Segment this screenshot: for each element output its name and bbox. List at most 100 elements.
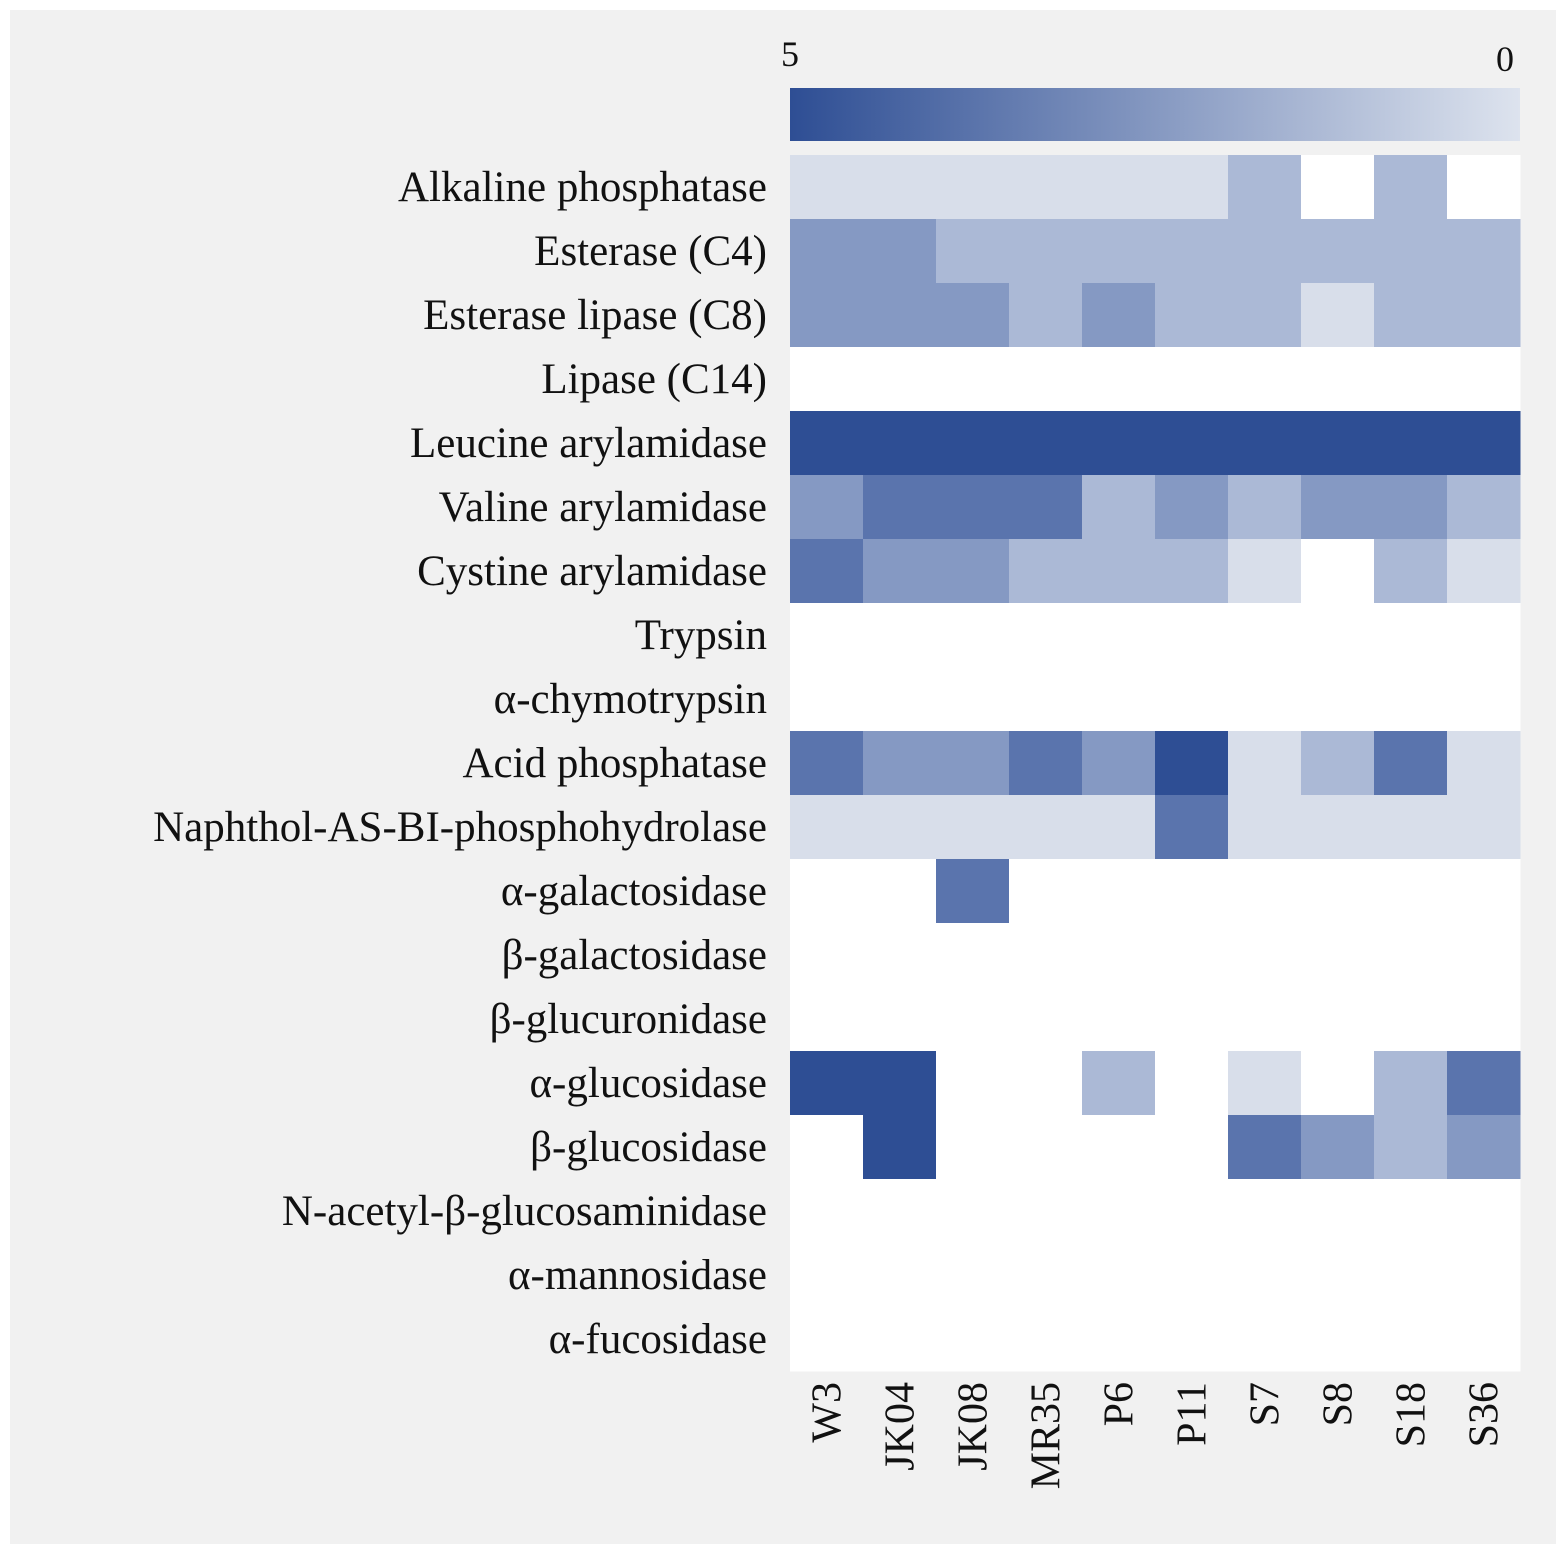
heatmap-cell <box>790 219 864 284</box>
heatmap-cell <box>1155 283 1229 348</box>
heatmap-cell <box>863 475 937 540</box>
row-label: α-galactosidase <box>501 868 767 915</box>
heatmap-cell <box>936 347 1010 412</box>
column-label: P11 <box>1170 1382 1216 1446</box>
heatmap-cell <box>1009 1115 1083 1180</box>
heatmap-cell <box>1301 347 1375 412</box>
heatmap-cell <box>863 1179 937 1244</box>
row-label: β-glucosidase <box>530 1124 767 1171</box>
heatmap-cell <box>1301 731 1375 796</box>
heatmap-cell <box>863 1307 937 1372</box>
heatmap-cell <box>1301 1115 1375 1180</box>
heatmap-cell <box>1374 1115 1448 1180</box>
heatmap-cell <box>1374 411 1448 476</box>
row-label: Lipase (C14) <box>541 356 767 403</box>
heatmap-cell <box>1374 1179 1448 1244</box>
heatmap-cell <box>863 603 937 668</box>
heatmap-cell <box>1155 1115 1229 1180</box>
heatmap-cell <box>1155 1307 1229 1372</box>
heatmap-cell <box>863 667 937 732</box>
column-label: S18 <box>1389 1382 1435 1447</box>
heatmap-cell <box>936 795 1010 860</box>
heatmap-cell <box>790 859 864 924</box>
colorbar: 5 0 <box>781 34 1520 141</box>
heatmap-cell <box>1228 539 1302 604</box>
row-label: α-glucosidase <box>530 1060 767 1107</box>
heatmap-cell <box>1374 283 1448 348</box>
heatmap-cell <box>1301 539 1375 604</box>
heatmap-cell <box>1082 283 1156 348</box>
row-label: Esterase lipase (C8) <box>423 292 767 339</box>
heatmap-cell <box>1155 411 1229 476</box>
heatmap-cell <box>1009 155 1083 220</box>
heatmap-cell <box>1374 219 1448 284</box>
heatmap-cell <box>1301 859 1375 924</box>
heatmap-cell <box>1301 1243 1375 1308</box>
heatmap-cell <box>1009 219 1083 284</box>
colorbar-min-label: 0 <box>1496 39 1514 79</box>
heatmap-cell <box>863 539 937 604</box>
row-label: Esterase (C4) <box>534 228 767 275</box>
heatmap-cell <box>863 859 937 924</box>
heatmap-cell <box>1155 219 1229 284</box>
heatmap-cell <box>1374 539 1448 604</box>
heatmap-cell <box>1155 155 1229 220</box>
heatmap-cell <box>1009 347 1083 412</box>
heatmap-cell <box>790 283 864 348</box>
heatmap-cell <box>936 667 1010 732</box>
heatmap-cell <box>1082 155 1156 220</box>
column-label: S7 <box>1243 1382 1289 1426</box>
heatmap-cell <box>936 859 1010 924</box>
heatmap-cell <box>1082 1307 1156 1372</box>
heatmap-cell <box>1447 987 1521 1052</box>
heatmap-cell <box>1155 1179 1229 1244</box>
heatmap-cell <box>1082 603 1156 668</box>
heatmap-cell <box>790 347 864 412</box>
heatmap-cell <box>1155 1051 1229 1116</box>
heatmap-cell <box>1009 795 1083 860</box>
heatmap-cell <box>1082 1115 1156 1180</box>
heatmap-cell <box>1082 219 1156 284</box>
heatmap-cell <box>1374 1243 1448 1308</box>
heatmap-cell <box>790 731 864 796</box>
heatmap-cell <box>790 795 864 860</box>
column-label: W3 <box>805 1382 851 1443</box>
heatmap-cell <box>1301 1051 1375 1116</box>
heatmap-cell <box>1301 987 1375 1052</box>
heatmap-cell <box>1155 923 1229 988</box>
heatmap-cell <box>1301 667 1375 732</box>
row-label: Acid phosphatase <box>462 740 767 787</box>
heatmap-cell <box>863 411 937 476</box>
heatmap-cell <box>1228 1243 1302 1308</box>
column-labels: W3 JK04 JK08 MR35 P6 P11 S7 S8 S18 S36 <box>805 1382 1508 1489</box>
heatmap-cell <box>1155 859 1229 924</box>
heatmap-cell <box>1082 987 1156 1052</box>
heatmap-cell <box>1082 795 1156 860</box>
heatmap-cell <box>1301 603 1375 668</box>
heatmap-cell <box>1228 859 1302 924</box>
heatmap-cell <box>1228 219 1302 284</box>
heatmap-cell <box>1082 347 1156 412</box>
heatmap-cell <box>1374 347 1448 412</box>
row-label: α-chymotrypsin <box>494 676 767 723</box>
row-label: Valine arylamidase <box>439 484 767 531</box>
heatmap-cell <box>1009 987 1083 1052</box>
heatmap-cell <box>936 923 1010 988</box>
row-label: Naphthol-AS-BI-phosphohydrolase <box>153 804 767 851</box>
row-label: Trypsin <box>635 612 767 659</box>
heatmap-cell <box>1447 411 1521 476</box>
heatmap-cell <box>936 155 1010 220</box>
column-label: JK08 <box>951 1382 997 1471</box>
heatmap-cell <box>1447 1179 1521 1244</box>
column-label: JK04 <box>878 1382 924 1471</box>
heatmap-cell <box>1301 923 1375 988</box>
heatmap-cell <box>863 347 937 412</box>
heatmap-cell <box>936 475 1010 540</box>
heatmap-cell <box>863 155 937 220</box>
heatmap-cell <box>790 923 864 988</box>
heatmap-cell <box>1155 347 1229 412</box>
heatmap-cell <box>1155 795 1229 860</box>
heatmap-cell <box>1009 1179 1083 1244</box>
